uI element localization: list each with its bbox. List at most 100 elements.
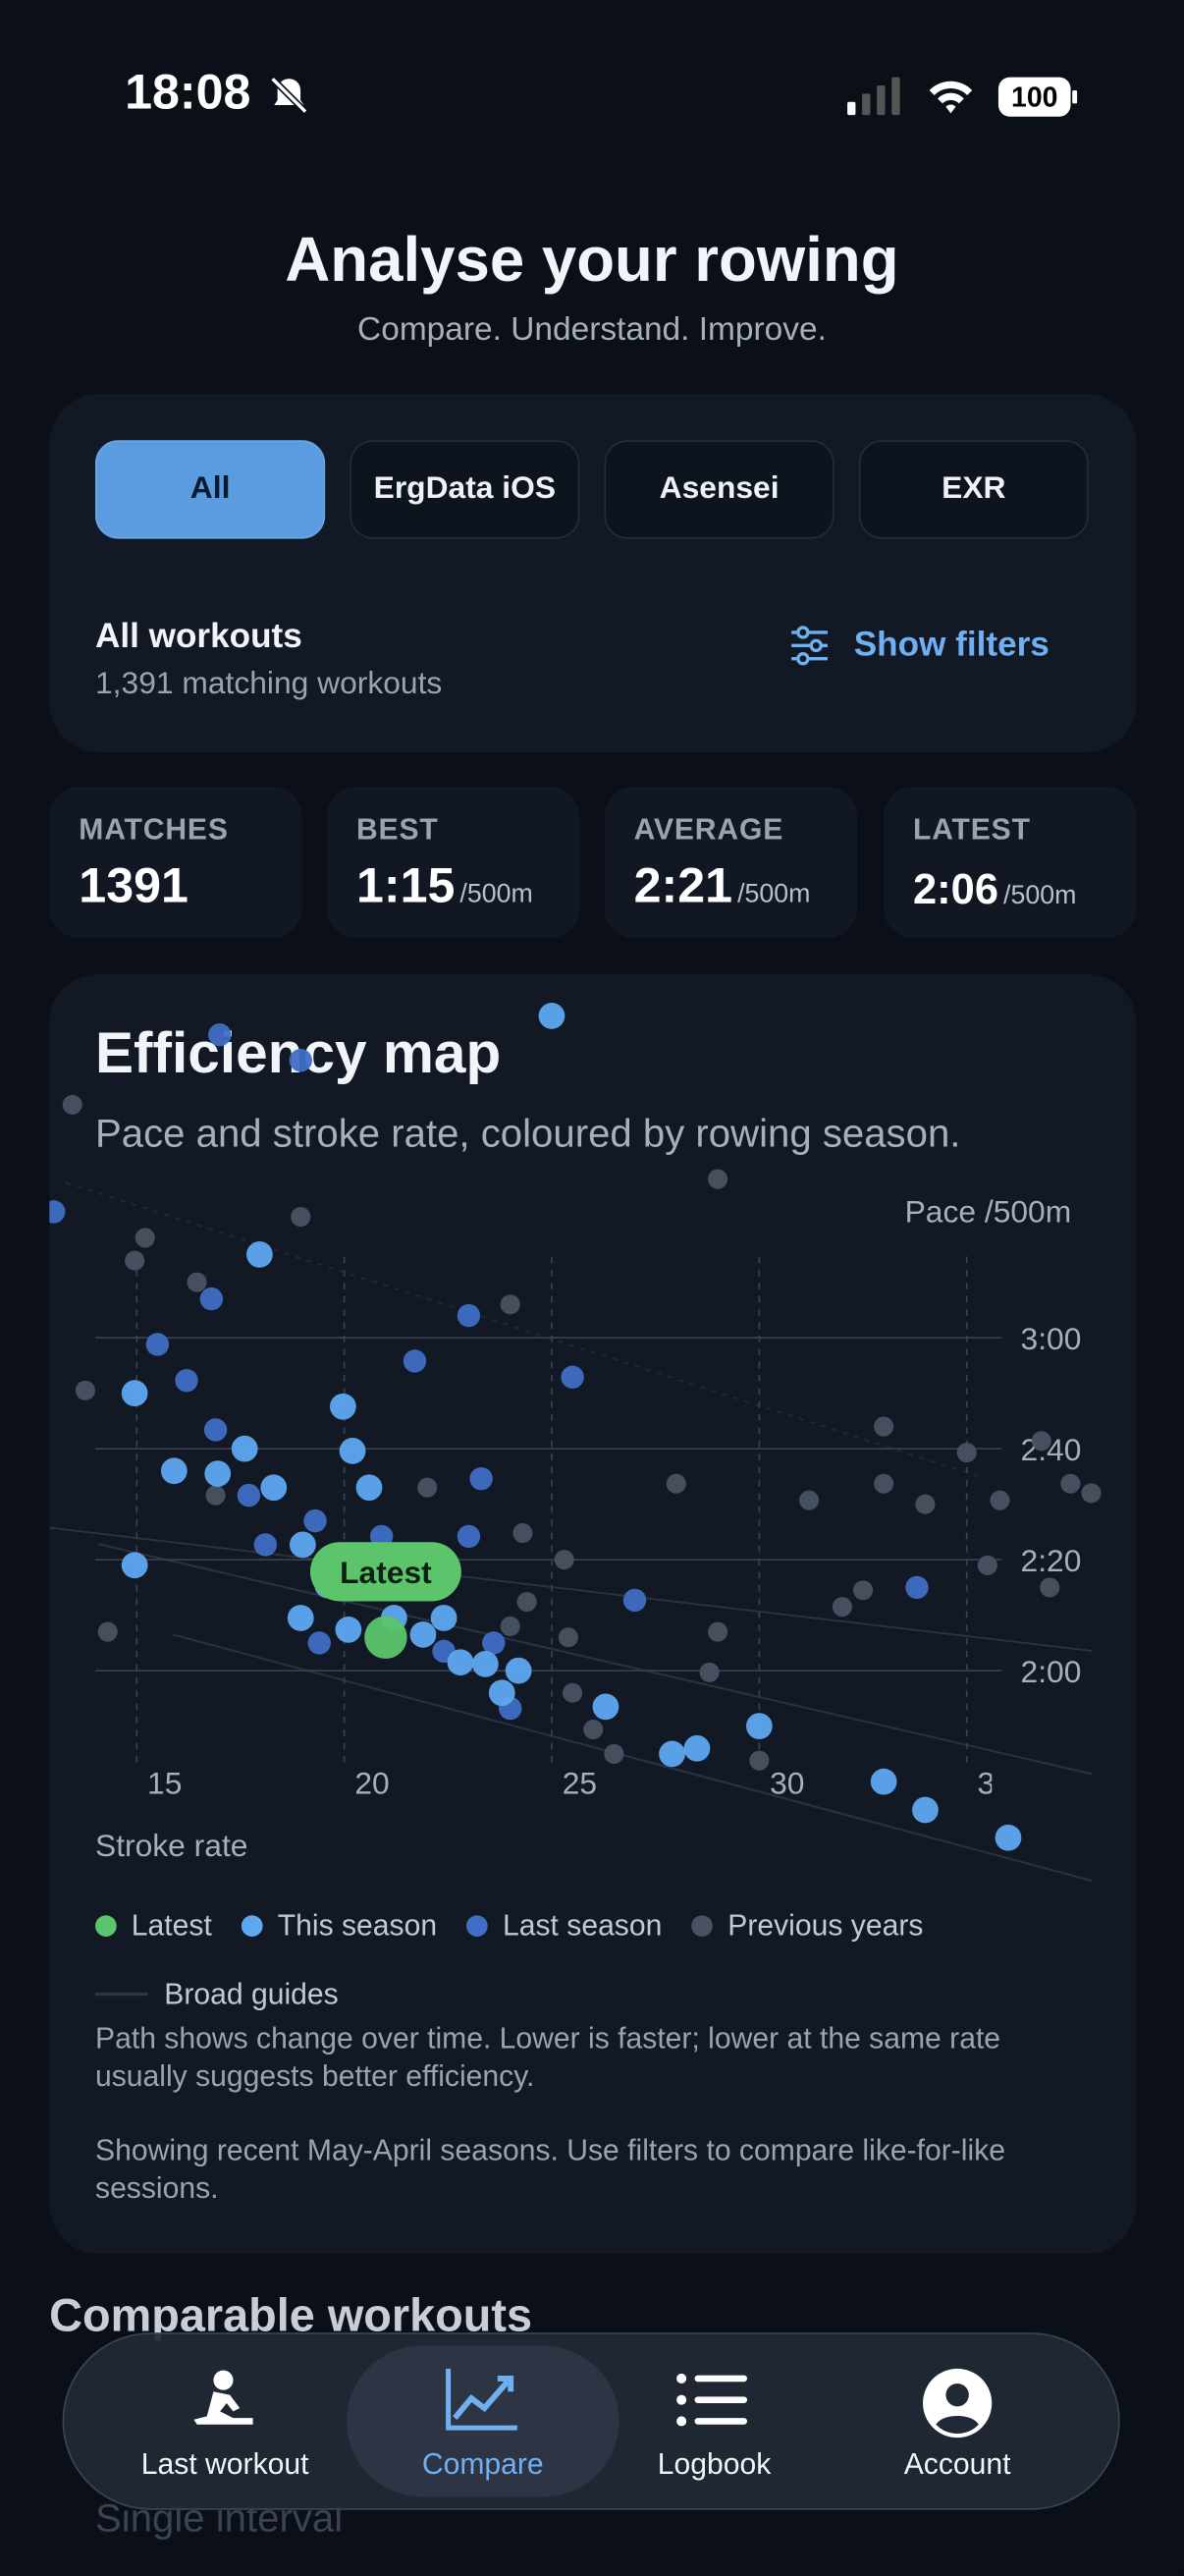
point — [1060, 1473, 1081, 1494]
status-time: 18:08 — [125, 65, 251, 121]
point — [187, 1272, 207, 1292]
point — [205, 1485, 226, 1506]
nav-item[interactable]: Compare — [346, 2345, 619, 2497]
point — [799, 1490, 820, 1510]
show-filters-label: Show filters — [853, 626, 1049, 664]
legend: Latest This season Last season Previous yea… — [95, 1895, 1113, 2023]
chart-subtitle: Pace and stroke rate, coloured by rowing… — [95, 1112, 961, 1157]
point — [403, 1349, 427, 1373]
point — [990, 1490, 1010, 1510]
stat-card: AVERAGE 2:21/500m — [604, 787, 858, 939]
page-subtitle: Compare. Understand. Improve. — [357, 311, 827, 349]
stat-value: 1391 — [79, 858, 188, 913]
point — [417, 1477, 438, 1498]
stat-value: 1:15 — [355, 858, 456, 913]
point — [303, 1508, 327, 1533]
point — [289, 1048, 312, 1072]
point — [592, 1693, 619, 1721]
point — [75, 1380, 95, 1400]
point — [832, 1597, 852, 1617]
y-axis-label: Pace /500m — [904, 1195, 1072, 1231]
legend-label: Latest — [131, 1908, 212, 1943]
point — [745, 1713, 773, 1740]
tab[interactable]: All — [95, 440, 326, 539]
stat-unit: /500m — [459, 880, 533, 908]
point — [160, 1457, 188, 1485]
legend-label: Previous years — [727, 1908, 924, 1943]
point — [683, 1734, 711, 1762]
point — [915, 1494, 936, 1514]
point — [121, 1380, 148, 1407]
point — [199, 1287, 224, 1311]
y-tick-label: 3:00 — [1021, 1321, 1082, 1356]
point — [355, 1474, 383, 1502]
point — [561, 1365, 584, 1389]
point — [874, 1473, 894, 1494]
filter-count: 1,391 matching workouts — [95, 667, 443, 702]
point — [516, 1592, 537, 1613]
point — [852, 1580, 874, 1601]
legend-label: Last season — [502, 1908, 663, 1943]
point — [335, 1616, 362, 1643]
point — [1031, 1431, 1051, 1452]
tab[interactable]: Asensei — [604, 440, 834, 539]
legend-swatch — [95, 1914, 117, 1937]
point — [749, 1750, 770, 1771]
point — [329, 1393, 356, 1420]
chart-note: Path shows change over time. Lower is fa… — [95, 2021, 1001, 2093]
stat-label: BEST — [355, 812, 439, 847]
point — [659, 1740, 685, 1768]
show-filters[interactable]: Show filters — [788, 625, 1049, 667]
section-title: Comparable workouts — [49, 2289, 533, 2341]
point — [977, 1555, 997, 1575]
legend-item: Last season — [466, 1895, 662, 1954]
point — [339, 1438, 366, 1464]
nav-item[interactable]: Account — [834, 2345, 1081, 2496]
nav-item[interactable]: Logbook — [591, 2345, 837, 2496]
point — [563, 1682, 583, 1703]
point — [457, 1303, 481, 1328]
stat-label: AVERAGE — [633, 812, 784, 847]
point — [554, 1550, 574, 1570]
point — [471, 1651, 499, 1677]
point — [1040, 1577, 1060, 1598]
y-tick-label: 2:20 — [1021, 1543, 1082, 1578]
tab[interactable]: ErgData iOS — [350, 440, 580, 539]
nav-item[interactable]: Last workout — [102, 2345, 349, 2496]
point — [505, 1657, 532, 1684]
x-axis-label: Stroke rate — [95, 1830, 248, 1865]
x-tick-label: 25 — [563, 1765, 597, 1800]
point — [488, 1679, 515, 1707]
stat-card: MATCHES 1391 — [49, 787, 302, 939]
filter-icon — [791, 626, 828, 666]
stat-card: BEST 1:15/500m — [326, 787, 580, 939]
stat-unit: /500m — [1003, 882, 1077, 910]
x-labels: 15 20 25 30 35 — [147, 1765, 992, 1800]
point — [203, 1418, 228, 1442]
legend-label: Broad guides — [164, 1976, 339, 2010]
point — [500, 1294, 520, 1315]
points — [49, 1003, 1102, 1851]
efficiency-card — [49, 973, 1137, 2254]
point — [237, 1483, 261, 1507]
legend-item: This season — [241, 1895, 437, 1954]
guides — [49, 1181, 1093, 1883]
stat-label: LATEST — [912, 812, 1031, 847]
tab[interactable]: EXR — [858, 440, 1089, 539]
nav-label: Compare — [421, 2447, 544, 2481]
stat-value: 2:06 — [912, 863, 999, 913]
point — [208, 1022, 232, 1047]
point — [135, 1228, 155, 1248]
point — [912, 1796, 939, 1824]
legend-swatch — [691, 1914, 714, 1937]
point — [121, 1552, 148, 1579]
point — [482, 1631, 506, 1655]
point — [49, 1200, 66, 1224]
list-icon — [676, 2373, 748, 2427]
point — [512, 1523, 533, 1544]
chart-icon — [446, 2368, 517, 2431]
battery-level: 100 — [1011, 82, 1057, 114]
page-title: Analyse your rowing — [285, 226, 899, 297]
legend-swatch — [95, 1992, 148, 1996]
